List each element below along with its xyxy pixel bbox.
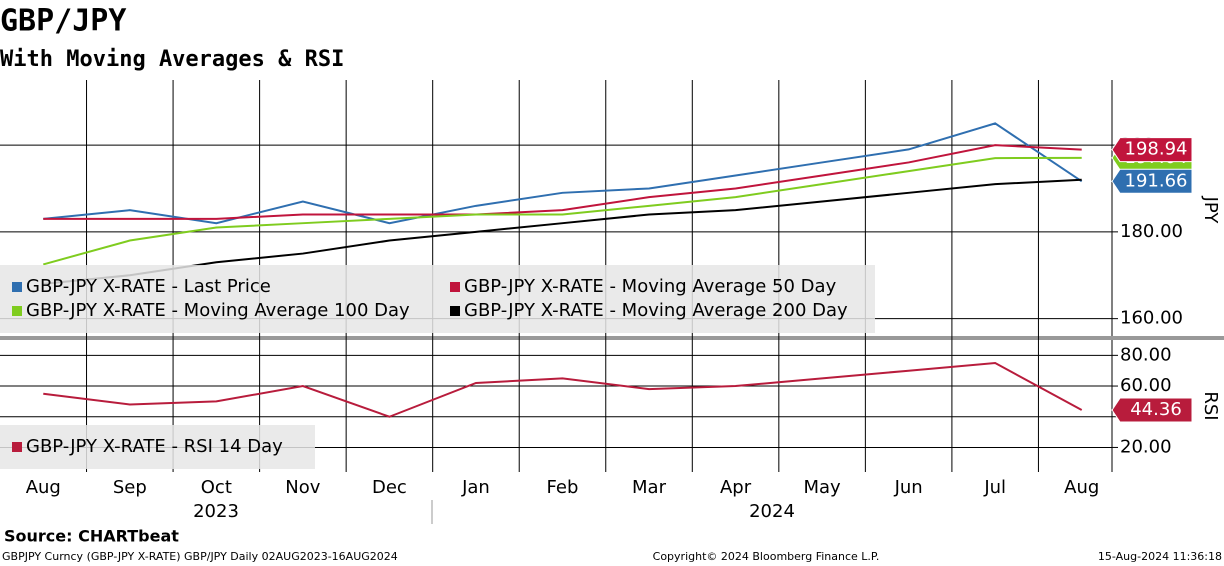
series-line xyxy=(43,122,1083,225)
timestamp: 15-Aug-2024 11:36:18 xyxy=(1098,550,1222,563)
series-line xyxy=(43,144,1082,220)
legend-box xyxy=(0,265,875,333)
footer-description: GBPJPY Curncy (GBP-JPY X-RATE) GBP/JPY D… xyxy=(2,550,398,563)
last-value-label: 191.66 xyxy=(1125,170,1188,191)
last-value-box xyxy=(1111,397,1193,423)
series-line xyxy=(43,362,1083,418)
legend-label: GBP-JPY X-RATE - Last Price xyxy=(26,276,271,297)
x-tick-label: Feb xyxy=(547,477,579,498)
legend-swatch xyxy=(12,306,22,316)
legend-label: GBP-JPY X-RATE - Moving Average 50 Day xyxy=(464,276,837,297)
x-tick-label: Jul xyxy=(983,477,1006,498)
x-tick-label: Dec xyxy=(372,477,407,498)
y-tick-label: 160.00 xyxy=(1120,308,1183,329)
year-label: 2023 xyxy=(193,501,239,522)
legend-box xyxy=(0,425,315,469)
source: Source: CHARTbeat xyxy=(4,527,179,546)
series-line xyxy=(43,178,1082,285)
last-value-box xyxy=(1111,168,1193,194)
copyright: Copyright© 2024 Bloomberg Finance L.P. xyxy=(653,550,880,563)
last-value-label: 198.94 xyxy=(1125,139,1188,160)
x-tick-label: Oct xyxy=(201,477,232,498)
y-tick-label: 20.00 xyxy=(1120,436,1172,457)
y-axis-label: JPY xyxy=(1200,196,1221,225)
series-line xyxy=(43,156,1082,266)
x-tick-label: Sep xyxy=(113,477,147,498)
x-tick-label: Mar xyxy=(632,477,667,498)
year-label: 2024 xyxy=(749,501,795,522)
y-tick-label: 180.00 xyxy=(1120,221,1183,242)
legend-swatch xyxy=(12,442,22,452)
y-tick-label: 80.00 xyxy=(1120,344,1172,365)
legend-label: GBP-JPY X-RATE - Moving Average 100 Day xyxy=(26,300,410,321)
legend-label: GBP-JPY X-RATE - RSI 14 Day xyxy=(26,436,283,457)
legend-swatch xyxy=(450,306,460,316)
x-tick-label: Jan xyxy=(461,477,490,498)
y-tick-label: 60.00 xyxy=(1120,375,1172,396)
x-tick-label: Aug xyxy=(26,477,61,498)
y-axis-label: RSI xyxy=(1200,391,1221,420)
chart-title: GBP/JPY xyxy=(0,4,126,39)
x-tick-label: May xyxy=(803,477,841,498)
x-tick-label: Aug xyxy=(1064,477,1099,498)
legend-swatch xyxy=(12,282,22,292)
legend-label: GBP-JPY X-RATE - Moving Average 200 Day xyxy=(464,300,848,321)
x-tick-label: Jun xyxy=(894,477,923,498)
chart-subtitle: With Moving Averages & RSI xyxy=(0,47,344,72)
last-value-label: 44.36 xyxy=(1130,399,1182,420)
last-value-box xyxy=(1111,137,1193,163)
legend-swatch xyxy=(450,282,460,292)
x-tick-label: Nov xyxy=(285,477,320,498)
x-tick-label: Apr xyxy=(720,477,752,498)
